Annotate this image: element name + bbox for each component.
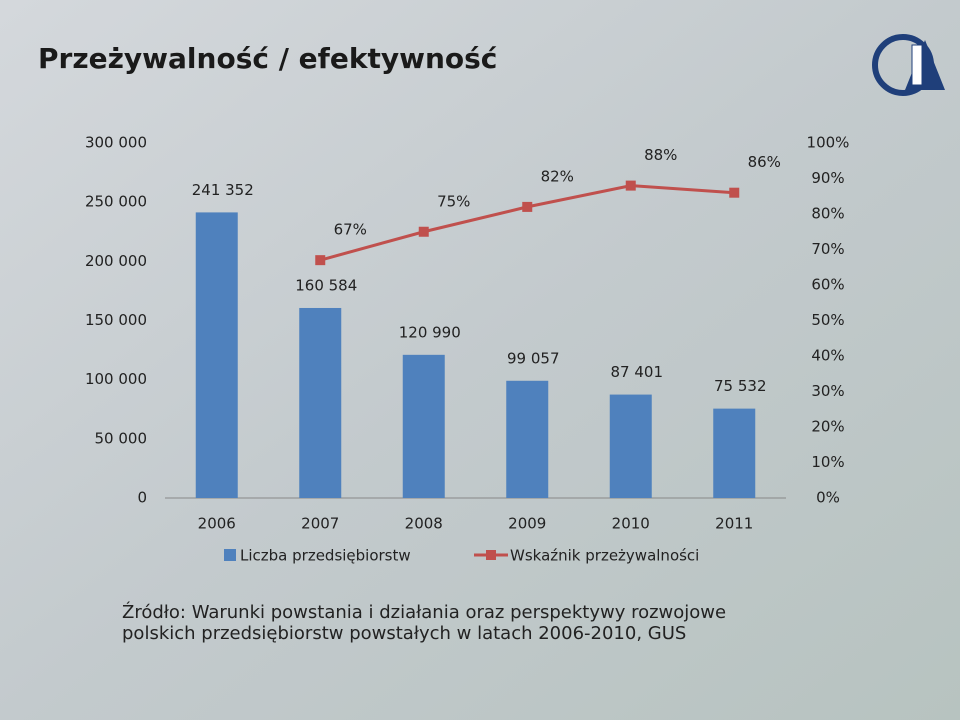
line-value-label: 86% — [748, 153, 781, 171]
bar-value-label: 99 057 — [507, 349, 560, 367]
y2-tick-label: 10% — [811, 453, 844, 471]
legend-label: Liczba przedsiębiorstw — [240, 547, 411, 565]
y-tick-label: 300 000 — [85, 134, 147, 152]
y-tick-label: 50 000 — [95, 429, 148, 447]
line-marker — [315, 255, 326, 266]
slide-title: Przeżywalność / efektywność — [38, 42, 497, 75]
bar — [506, 380, 549, 498]
y2-tick-label: 30% — [811, 382, 844, 400]
bar — [713, 408, 756, 498]
y-tick-label: 250 000 — [85, 193, 147, 211]
legend-label: Wskaźnik przeżywalności — [510, 547, 699, 565]
y-tick-label: 150 000 — [85, 311, 147, 329]
y2-tick-label: 100% — [807, 134, 850, 152]
line-value-label: 75% — [437, 192, 470, 210]
legend-swatch — [224, 549, 236, 561]
line-marker — [729, 187, 740, 198]
line-marker — [418, 226, 429, 237]
y2-tick-label: 50% — [811, 311, 844, 329]
bar — [195, 212, 238, 498]
x-tick-label: 2008 — [405, 515, 443, 533]
logo — [872, 34, 945, 96]
x-tick-label: 2010 — [612, 515, 650, 533]
bar — [609, 394, 652, 498]
y-tick-label: 200 000 — [85, 252, 147, 270]
bar-value-label: 75 532 — [714, 377, 767, 395]
source-line: Źródło: Warunki powstania i działania or… — [122, 601, 726, 623]
bar-value-label: 120 990 — [399, 323, 461, 341]
bar-value-label: 241 352 — [192, 181, 254, 199]
x-tick-label: 2011 — [715, 515, 753, 533]
y2-tick-label: 20% — [811, 418, 844, 436]
x-tick-label: 2007 — [301, 515, 339, 533]
bar-value-label: 160 584 — [295, 276, 357, 294]
y2-tick-label: 60% — [811, 276, 844, 294]
y2-tick-label: 0% — [816, 489, 840, 507]
source-line: polskich przedsiębiorstw powstałych w la… — [122, 623, 686, 644]
line-value-label: 88% — [644, 146, 677, 164]
legend-swatch — [486, 550, 496, 560]
y2-tick-label: 70% — [811, 240, 844, 258]
x-tick-label: 2006 — [198, 515, 236, 533]
y2-tick-label: 90% — [811, 169, 844, 187]
y-tick-label: 0 — [137, 489, 147, 507]
bar-value-label: 87 401 — [611, 363, 664, 381]
y2-tick-label: 40% — [811, 347, 844, 365]
y-tick-label: 100 000 — [85, 370, 147, 388]
y2-tick-label: 80% — [811, 205, 844, 223]
line-value-label: 82% — [541, 167, 574, 185]
bar — [299, 307, 342, 498]
line-marker — [625, 180, 636, 191]
line-value-label: 67% — [334, 221, 367, 239]
x-tick-label: 2009 — [508, 515, 546, 533]
line-marker — [522, 201, 533, 212]
bar — [402, 354, 445, 498]
